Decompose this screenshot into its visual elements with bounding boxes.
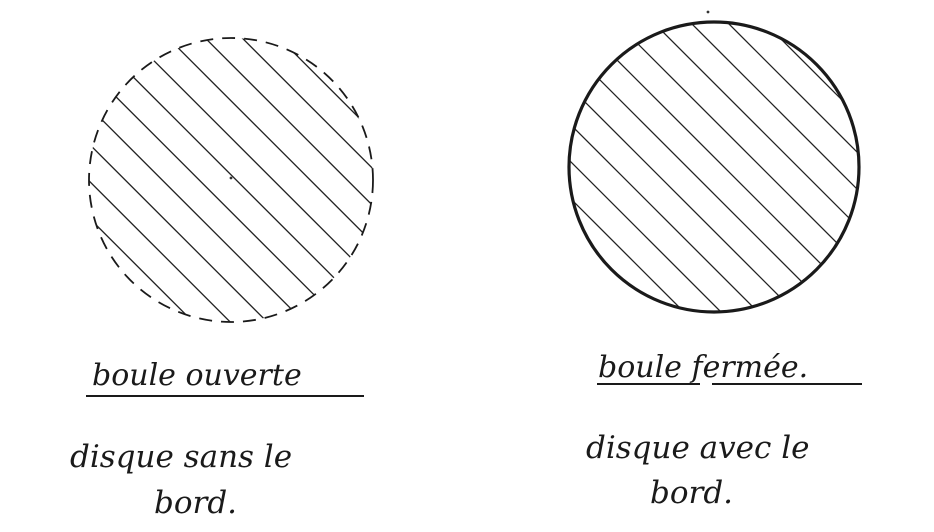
closed-ball-solid-boundary: [567, 20, 861, 314]
closed-ball-description-line2: bord.: [650, 475, 733, 511]
closed-ball-top-dot: [706, 10, 710, 14]
closed-ball-hatch-line: [569, 139, 859, 312]
open-ball-hatch-line: [89, 123, 373, 322]
closed-ball-hatch-line: [569, 22, 859, 138]
open-ball-hatch-line: [89, 38, 373, 190]
closed-ball-hatch-line: [569, 102, 859, 312]
closed-ball-title: boule fermée.: [598, 350, 808, 385]
closed-ball-hatch-line: [569, 22, 859, 101]
closed-ball-description-line1: disque avec le: [586, 430, 810, 466]
closed-ball-hatch-line: [569, 176, 859, 312]
open-ball-hatch-line: [89, 49, 373, 322]
open-ball-hatching: [89, 38, 373, 322]
open-ball-center-dot: [229, 176, 233, 180]
open-ball-hatch-line: [89, 197, 373, 322]
closed-ball-hatch-line: [569, 22, 859, 249]
closed-ball-hatch-line: [569, 22, 859, 175]
open-ball-hatch-line: [89, 38, 373, 322]
open-ball-dashed-boundary: [88, 37, 374, 323]
closed-ball-hatch-line: [569, 65, 859, 312]
open-ball-hatch-line: [89, 38, 373, 153]
open-ball-title: boule ouverte: [92, 358, 302, 393]
open-ball-hatch-line: [89, 38, 373, 264]
closed-ball-hatch-line: [569, 22, 859, 286]
open-ball-hatch-line: [89, 38, 373, 301]
open-ball-description-line2: bord.: [154, 485, 237, 521]
open-ball-hatch-line: [89, 160, 373, 322]
open-ball-hatch-line: [89, 86, 373, 322]
closed-ball-hatch-line: [569, 22, 859, 212]
open-ball-description-line1: disque sans le: [70, 439, 292, 475]
open-ball-figure: [88, 37, 374, 323]
open-ball-hatch-line: [89, 38, 373, 227]
